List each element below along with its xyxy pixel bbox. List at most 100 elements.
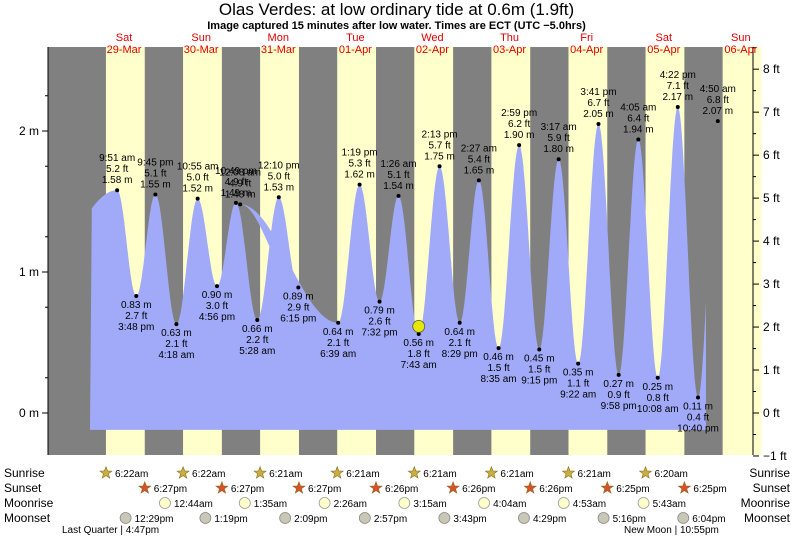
moonset-time: 4:29pm [533,514,566,525]
high-tide-time: 4:05 am [620,102,656,113]
moonrise-time: 1:35am [254,499,287,510]
high-tide-feet: 6.8 ft [707,95,729,106]
low-tide-feet: 2.1 ft [165,339,187,350]
low-tide-time: 10:08 am [637,404,679,415]
moonset-icon [597,512,610,524]
moonset-time: 2:09pm [294,514,327,525]
low-tide-point [616,372,621,377]
sunrise-icon [638,465,653,479]
moonset-icon [199,512,212,524]
high-tide-time: 2:13 pm [422,129,458,140]
sunset-icon [215,480,229,494]
moonset-icon [677,512,690,524]
daylight-band [722,47,762,455]
high-tide-metres: 1.52 m [182,184,213,195]
high-tide-metres: 1.54 m [383,181,414,192]
day-date: 04-Apr [570,44,603,56]
left-tick-label: 2 m [19,124,39,138]
low-tide-feet: 2.1 ft [449,338,471,349]
low-tide-time: 8:35 am [481,374,517,385]
moonrise-row-label: Moonrise [4,496,54,510]
low-tide-point [377,299,382,304]
sunset-icon [292,480,306,494]
sunrise-time: 6:21am [346,469,379,480]
sunrise-time: 6:21am [577,469,610,480]
high-tide-point [437,164,442,169]
high-tide-point [115,188,120,193]
moonrise-time: 2:26am [334,499,367,510]
moonrise-row-label-right: Moonrise [741,496,791,510]
high-tide-metres: 1.94 m [623,124,654,135]
current-tide-marker [412,319,426,333]
sunrise-icon [330,465,345,479]
low-tide-metres: 0.90 m [202,290,233,301]
moonset-time: 12:29pm [135,514,174,525]
moonset-row-label-right: Moonset [744,511,791,525]
moonrise-time: 12:44am [174,499,213,510]
low-tide-point [174,322,179,327]
sunset-time: 6:25pm [693,484,726,495]
day-date: 29-Mar [107,44,142,56]
day-name: Sun [191,32,211,44]
low-tide-feet: 2.7 ft [125,311,147,322]
day-name: Thu [500,32,519,44]
moonrise-time: 4:04am [493,499,526,510]
low-tide-metres: 0.89 m [283,292,314,303]
moonset-icon [119,512,132,524]
moonrise-time: 4:53am [573,499,606,510]
low-tide-point [336,320,341,325]
high-tide-time: 10:49 pm [215,166,257,177]
moonset-row-label: Moonset [4,511,51,525]
low-tide-metres: 0.11 m [683,401,713,412]
high-tide-time: 9:45 pm [137,157,173,168]
right-tick-label: 5 ft [763,191,780,205]
sunset-time: 6:27pm [231,484,264,495]
tide-extreme-labels: 9:51 am5.2 ft1.58 m 0.83 m2.7 ft3:48 pm 9:… [99,70,736,434]
chart-title: Olas Verdes: at low ordinary tide at 0.6… [218,0,575,19]
low-tide-feet: 2.6 ft [368,317,390,328]
high-tide-metres: 1.65 m [464,165,495,176]
high-tide-feet: 6.7 ft [587,98,609,109]
low-tide-time: 6:39 am [320,349,356,360]
high-tide-point [675,105,680,110]
low-tide-point [655,375,660,380]
day-name: Tue [346,32,365,44]
high-tide-metres: 2.07 m [703,106,734,117]
low-tide-point [214,284,219,289]
right-tick-label: 3 ft [763,277,780,291]
high-tide-time: 2:59 pm [501,108,537,119]
sunset-icon [446,480,460,494]
low-tide-metres: 0.66 m [242,324,273,335]
high-tide-feet: 5.1 ft [387,170,409,181]
high-tide-time: 3:17 am [541,122,577,133]
high-tide-feet: 4.9 ft [225,177,247,188]
high-tide-metres: 1.75 m [424,151,455,162]
low-tide-feet: 2.2 ft [246,335,268,346]
sunset-time: 6:26pm [462,484,495,495]
right-tick-label: 4 ft [763,234,780,248]
moonrise-icon [637,497,650,509]
low-tide-feet: 1.5 ft [487,363,509,374]
sunrise-icon [253,465,267,479]
high-tide-point [636,137,641,142]
high-tide-feet: 4.9 ft [229,178,251,189]
low-tide-time: 7:32 pm [361,328,397,339]
sunrise-time: 6:21am [500,469,533,480]
sunrise-time: 6:20am [655,469,688,480]
day-date: 01-Apr [339,44,372,56]
sunset-time: 6:27pm [154,484,187,495]
low-tide-time: 4:18 am [158,350,194,361]
low-tide-point [457,320,462,325]
high-tide-feet: 5.0 ft [268,171,290,182]
low-tide-point [576,361,581,366]
sunset-time: 6:26pm [385,484,418,495]
high-tide-metres: 1.53 m [263,182,294,193]
moonset-time: 5:16pm [613,514,646,525]
moonrise-icon [478,497,490,509]
day-name: Wed [421,32,443,44]
chart-subtitle: Image captured 15 minutes after low wate… [207,20,586,32]
low-tide-time: 9:58 pm [601,401,637,412]
high-tide-time: 12:10 pm [258,160,300,171]
low-tide-point [255,317,260,322]
high-tide-point [195,196,200,201]
